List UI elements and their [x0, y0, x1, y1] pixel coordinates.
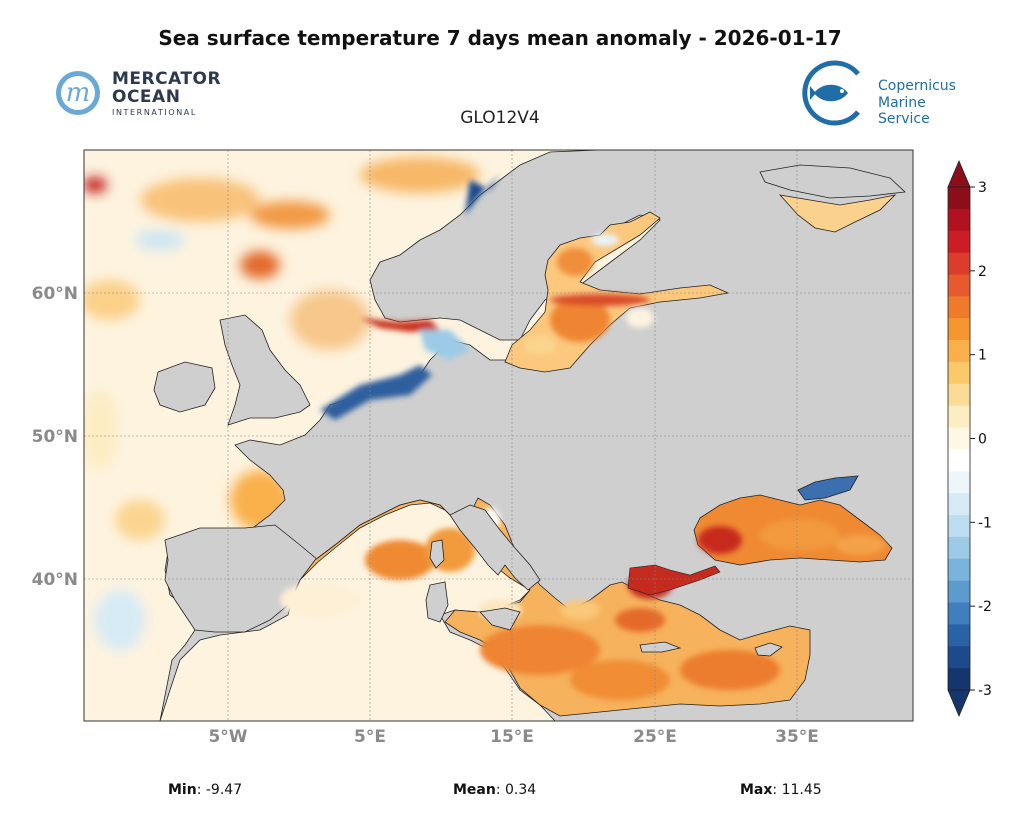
marmara-aegean-hot	[627, 564, 721, 596]
stat-max-value: 11.45	[781, 782, 822, 798]
colorbar-swatch	[948, 515, 970, 538]
lat-tick-50n: 50°N	[32, 427, 78, 447]
north-sea-anomaly	[320, 175, 500, 420]
lat-tick-60n: 60°N	[32, 284, 78, 304]
copernicus-marine-logo: Copernicus Marine Service	[800, 60, 970, 127]
map-frame	[83, 149, 914, 722]
lon-tick-35e: 35°E	[775, 727, 819, 747]
stat-max: Max: 11.45	[740, 782, 822, 798]
sardinia	[425, 581, 449, 623]
colorbar-swatch	[948, 449, 970, 472]
colorbar-swatch	[948, 558, 970, 582]
colorbar-swatch	[948, 471, 970, 494]
graticule	[84, 150, 913, 721]
colorbar-swatch	[948, 252, 970, 275]
baltic-anomaly	[524, 234, 654, 355]
mercator-brand-line3: INTERNATIONAL	[112, 108, 197, 117]
stat-mean-value: 0.34	[505, 782, 537, 798]
cyprus	[754, 642, 783, 657]
colorbar-max-extension	[947, 159, 971, 188]
azov-sea	[797, 475, 859, 501]
mercator-brand-line2: OCEAN	[112, 87, 181, 107]
white-sea	[778, 194, 897, 233]
ocean-anomaly-field	[84, 157, 480, 650]
stat-min-label: Min	[168, 782, 197, 798]
colorbar-tick-label: -1	[978, 515, 992, 531]
ireland	[153, 361, 216, 413]
lon-tick-25e: 25°E	[633, 727, 677, 747]
fish-in-circle-icon	[802, 60, 860, 126]
colorbar-swatch	[948, 274, 970, 297]
colorbar-swatch	[948, 427, 970, 450]
colorbar-swatch	[948, 187, 970, 210]
sicily	[479, 607, 521, 631]
italy	[449, 504, 541, 591]
stat-min: Min: -9.47	[168, 782, 243, 798]
mercator-ocean-logo: m MERCATOR OCEAN INTERNATIONAL	[56, 68, 236, 122]
mercator-mark: m	[65, 78, 91, 108]
stat-mean: Mean: 0.34	[453, 782, 537, 798]
stat-mean-label: Mean	[453, 782, 496, 798]
colorbar-swatch	[948, 296, 970, 319]
lon-tick-5w: 5°W	[208, 727, 247, 747]
stat-max-label: Max	[740, 782, 773, 798]
lon-tick-15e: 15°E	[490, 727, 534, 747]
copernicus-line1: Copernicus	[878, 78, 956, 94]
map-title: Sea surface temperature 7 days mean anom…	[158, 26, 842, 50]
stat-min-value: -9.47	[205, 782, 243, 798]
black-sea-anomaly	[698, 519, 885, 555]
colorbar-tick-label: 1	[978, 348, 987, 364]
colorbar-tick-label: 3	[978, 180, 987, 196]
colorbar-swatch	[948, 624, 970, 647]
kola-peninsula	[759, 164, 906, 199]
copernicus-line2: Marine Service	[878, 95, 930, 127]
crete	[639, 641, 682, 653]
iberian-peninsula	[164, 524, 319, 633]
colorbar-swatch	[948, 383, 970, 407]
colorbar-tick-label: 0	[978, 432, 987, 448]
product-label: GLO12V4	[460, 108, 540, 128]
colorbar-swatch	[948, 493, 970, 516]
colorbar-swatch	[948, 208, 970, 232]
corsica	[429, 539, 445, 569]
colorbar-swatch	[948, 340, 970, 363]
colorbar-tick-label: -2	[978, 599, 992, 615]
colorbar-min-extension	[947, 689, 971, 718]
lon-tick-5e: 5°E	[354, 727, 386, 747]
map-frame-content	[84, 150, 913, 721]
colorbar	[947, 159, 971, 718]
colorbar-swatch	[948, 361, 970, 385]
colorbar-swatch	[948, 602, 970, 625]
colorbar-tick-label: 2	[978, 264, 987, 280]
colorbar-swatch	[948, 230, 970, 254]
colorbar-swatch	[948, 668, 970, 691]
great-britain	[219, 314, 311, 426]
colorbar-swatch	[948, 646, 970, 669]
lat-tick-40n: 40°N	[32, 570, 78, 590]
colorbar-swatch	[948, 318, 970, 341]
colorbar-swatch	[948, 580, 970, 604]
mercator-brand-line1: MERCATOR	[112, 69, 222, 89]
colorbar-tick-label: -3	[978, 683, 992, 699]
colorbar-swatch	[948, 536, 970, 560]
colorbar-swatch	[948, 405, 970, 429]
